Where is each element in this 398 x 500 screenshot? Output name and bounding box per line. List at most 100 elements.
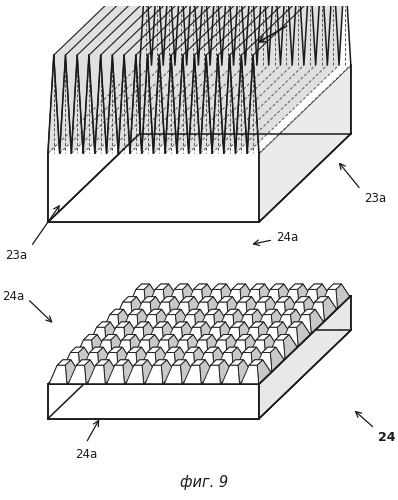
Polygon shape: [255, 284, 273, 296]
Polygon shape: [83, 0, 181, 154]
Polygon shape: [230, 296, 244, 320]
Polygon shape: [187, 334, 201, 358]
Polygon shape: [208, 296, 221, 320]
Polygon shape: [114, 334, 127, 358]
Polygon shape: [65, 360, 79, 384]
Polygon shape: [221, 284, 234, 308]
Polygon shape: [132, 347, 150, 360]
Polygon shape: [197, 284, 215, 296]
Polygon shape: [68, 365, 86, 384]
Polygon shape: [68, 360, 82, 384]
Polygon shape: [260, 334, 278, 347]
Polygon shape: [197, 322, 214, 334]
Polygon shape: [217, 284, 234, 296]
Polygon shape: [191, 302, 209, 320]
Polygon shape: [95, 334, 108, 358]
Polygon shape: [161, 296, 175, 302]
Polygon shape: [89, 0, 187, 154]
Polygon shape: [88, 334, 105, 347]
Polygon shape: [309, 284, 322, 290]
Polygon shape: [224, 284, 238, 308]
Polygon shape: [152, 310, 170, 322]
Polygon shape: [111, 334, 124, 358]
Polygon shape: [193, 322, 206, 327]
Polygon shape: [198, 310, 211, 333]
Polygon shape: [209, 347, 226, 360]
Polygon shape: [165, 296, 183, 309]
Polygon shape: [285, 296, 298, 320]
Polygon shape: [204, 296, 221, 309]
Polygon shape: [222, 360, 236, 384]
Polygon shape: [317, 284, 330, 308]
Polygon shape: [291, 310, 304, 333]
Polygon shape: [161, 360, 175, 384]
Polygon shape: [118, 0, 216, 154]
Polygon shape: [189, 296, 202, 320]
Polygon shape: [268, 302, 286, 320]
Polygon shape: [193, 284, 207, 290]
Polygon shape: [267, 334, 281, 358]
Polygon shape: [126, 365, 144, 384]
Polygon shape: [189, 0, 286, 154]
Polygon shape: [162, 322, 176, 346]
Polygon shape: [155, 347, 169, 371]
Polygon shape: [144, 284, 158, 308]
Polygon shape: [246, 296, 259, 320]
Polygon shape: [223, 322, 236, 346]
Polygon shape: [255, 314, 273, 333]
Polygon shape: [137, 310, 150, 333]
Polygon shape: [241, 0, 339, 154]
Polygon shape: [102, 314, 119, 333]
Polygon shape: [281, 322, 294, 346]
Polygon shape: [139, 322, 157, 334]
Polygon shape: [205, 347, 218, 352]
Polygon shape: [151, 347, 169, 360]
Polygon shape: [210, 310, 227, 322]
Polygon shape: [259, 284, 273, 308]
Polygon shape: [48, 296, 351, 384]
Polygon shape: [166, 284, 180, 308]
Text: фиг. 9: фиг. 9: [180, 475, 228, 490]
Polygon shape: [283, 310, 296, 314]
Polygon shape: [109, 347, 122, 352]
Polygon shape: [307, 302, 324, 320]
Polygon shape: [145, 365, 163, 384]
Polygon shape: [332, 284, 349, 296]
Polygon shape: [217, 314, 234, 333]
Polygon shape: [270, 347, 284, 371]
Polygon shape: [71, 0, 169, 154]
Polygon shape: [179, 334, 193, 340]
Polygon shape: [120, 322, 137, 334]
Polygon shape: [159, 310, 173, 333]
Polygon shape: [227, 296, 240, 320]
Polygon shape: [319, 296, 336, 309]
Polygon shape: [156, 310, 170, 333]
Polygon shape: [115, 360, 129, 365]
Polygon shape: [90, 347, 103, 352]
Polygon shape: [126, 334, 144, 347]
Polygon shape: [211, 302, 228, 320]
Polygon shape: [178, 347, 191, 371]
Polygon shape: [103, 334, 116, 340]
Polygon shape: [101, 322, 118, 334]
Polygon shape: [113, 347, 131, 360]
Text: 24a: 24a: [75, 448, 97, 461]
Polygon shape: [158, 347, 172, 371]
Polygon shape: [146, 327, 164, 346]
Polygon shape: [153, 302, 171, 320]
Polygon shape: [274, 284, 292, 296]
Polygon shape: [108, 327, 125, 346]
Polygon shape: [283, 334, 297, 358]
Polygon shape: [201, 322, 214, 346]
Polygon shape: [224, 290, 242, 308]
Polygon shape: [116, 322, 129, 327]
Polygon shape: [204, 322, 217, 346]
Polygon shape: [176, 360, 194, 372]
Polygon shape: [142, 296, 156, 302]
Polygon shape: [117, 347, 131, 371]
Polygon shape: [203, 334, 220, 347]
Text: 24a: 24a: [277, 231, 299, 244]
Polygon shape: [244, 310, 258, 314]
Polygon shape: [77, 0, 175, 154]
Polygon shape: [105, 322, 118, 346]
